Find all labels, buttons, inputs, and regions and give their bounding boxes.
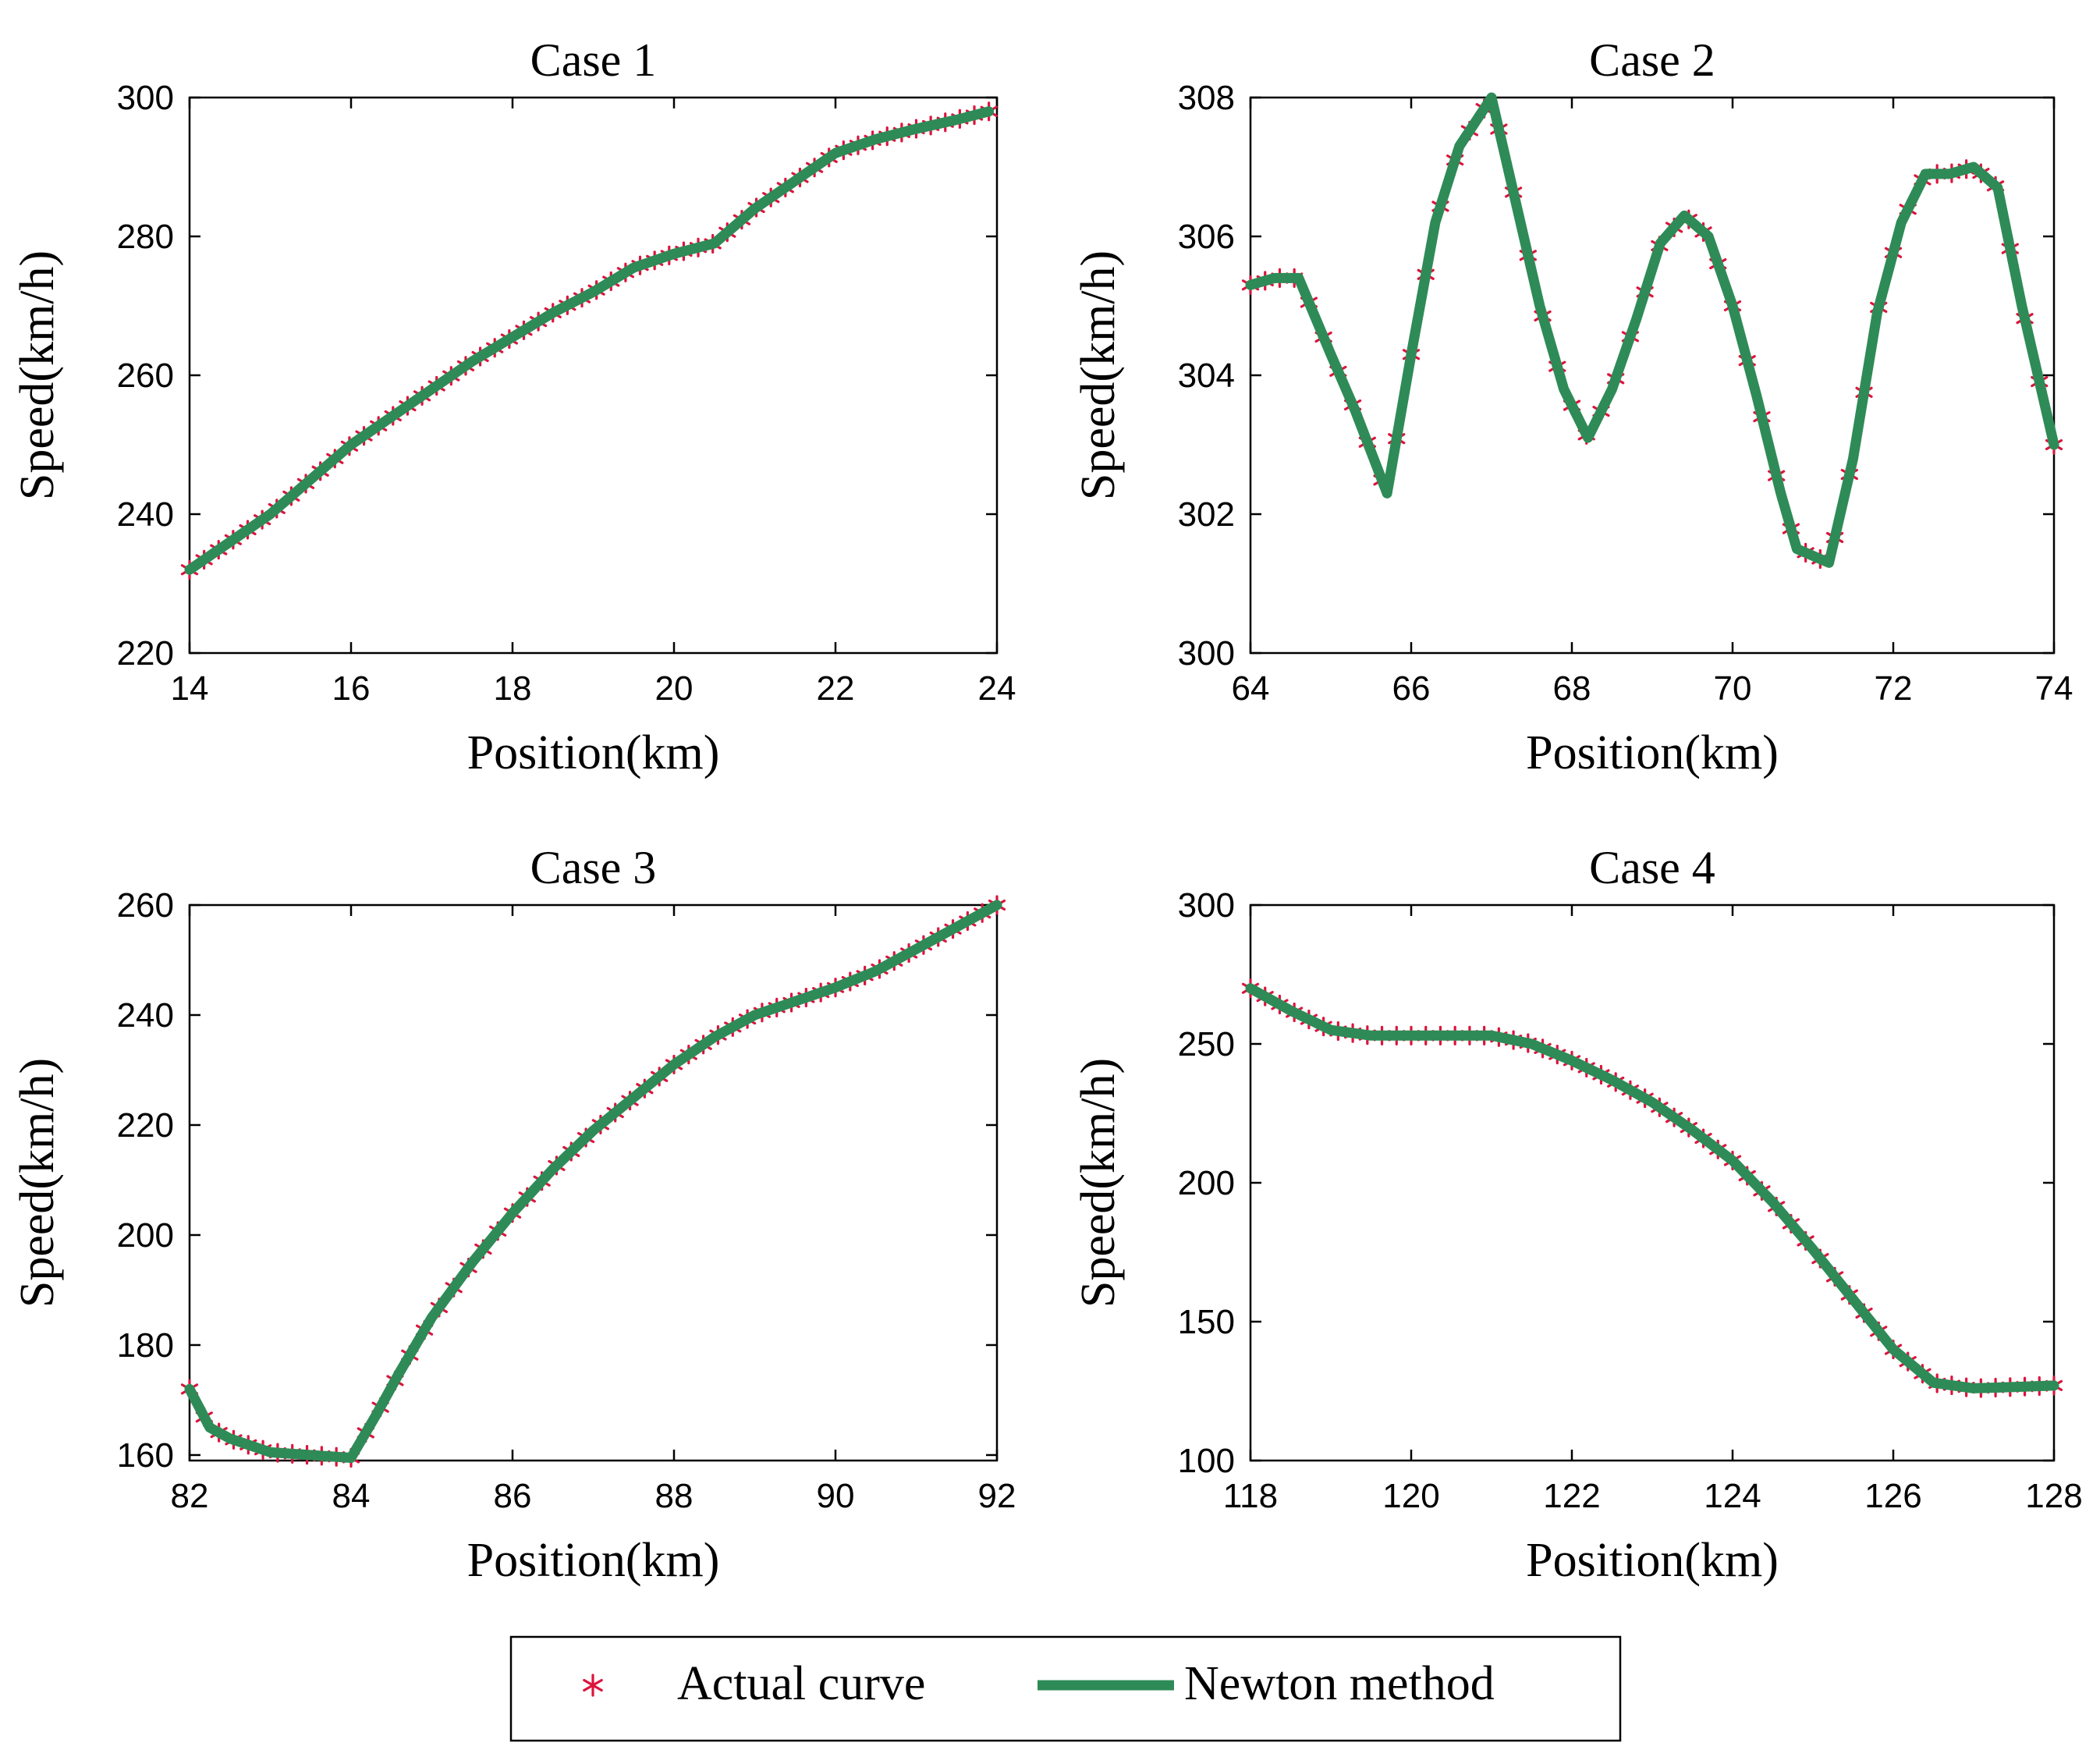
y-tick-label: 200 xyxy=(1178,1164,1235,1202)
y-tick-label: 150 xyxy=(1178,1303,1235,1341)
x-tick-label: 118 xyxy=(1223,1477,1278,1515)
x-tick-label: 82 xyxy=(171,1477,209,1515)
y-tick-label: 220 xyxy=(117,634,174,673)
x-tick-label: 90 xyxy=(817,1477,855,1515)
x-tick-label: 122 xyxy=(1543,1477,1600,1515)
y-axis-label: Speed(km/h) xyxy=(1072,250,1125,500)
x-tick-label: 16 xyxy=(332,669,371,708)
y-tick-label: 280 xyxy=(117,218,174,256)
series-actual-markers xyxy=(180,895,1006,1468)
legend-actual-marker xyxy=(583,1674,603,1697)
y-tick-label: 304 xyxy=(1178,357,1235,395)
y-axis-label: Speed(km/h) xyxy=(1072,1058,1125,1308)
x-axis-label: Position(km) xyxy=(467,726,720,779)
y-tick-label: 240 xyxy=(117,996,174,1035)
y-tick-label: 250 xyxy=(1178,1025,1235,1063)
x-tick-label: 68 xyxy=(1553,669,1591,708)
x-tick-label: 22 xyxy=(817,669,855,708)
x-tick-label: 126 xyxy=(1864,1477,1921,1515)
axes-box xyxy=(1249,96,2056,655)
x-tick-label: 84 xyxy=(332,1477,371,1515)
x-axis-label: Position(km) xyxy=(1526,1534,1779,1587)
y-tick-label: 302 xyxy=(1178,495,1235,534)
axes-box xyxy=(188,96,999,655)
x-tick-label: 88 xyxy=(655,1477,693,1515)
y-tick-label: 200 xyxy=(117,1216,174,1255)
series-newton-line xyxy=(184,900,1002,1463)
series-actual-markers xyxy=(1241,978,2063,1398)
axes-box xyxy=(188,903,999,1462)
y-tick-label: 240 xyxy=(117,495,174,534)
y-axis-label: Speed(km/h) xyxy=(11,1058,64,1308)
y-tick-label: 220 xyxy=(117,1106,174,1145)
chart-title: Case 4 xyxy=(1589,842,1715,893)
chart-panel-2: Case 2 64 66 68 70 72 74 300 302 304 306 308 Positio… xyxy=(1072,34,2073,779)
x-tick-label: 20 xyxy=(655,669,693,708)
y-tick-label: 260 xyxy=(117,886,174,925)
series-newton-line xyxy=(1245,983,2059,1393)
y-axis-label: Speed(km/h) xyxy=(11,250,64,500)
x-tick-label: 64 xyxy=(1232,669,1270,708)
x-tick-label: 14 xyxy=(171,669,209,708)
series-actual-markers xyxy=(180,101,998,580)
x-tick-label: 70 xyxy=(1714,669,1752,708)
x-tick-label: 74 xyxy=(2035,669,2073,708)
chart-panel-1: Case 1 14 16 18 20 22 24 220 240 260 280 300 Positio… xyxy=(11,34,1016,779)
x-tick-label: 24 xyxy=(978,669,1016,708)
series-newton-line xyxy=(184,106,995,575)
legend-star xyxy=(583,1674,603,1697)
chart-title: Case 3 xyxy=(530,842,657,893)
y-tick-label: 180 xyxy=(117,1326,174,1365)
y-tick-label: 300 xyxy=(1178,886,1235,925)
chart-panel-4: Case 4 118 120 122 124 126 128 100 150 200 250 300 P… xyxy=(1072,842,2083,1587)
chart-panel-3: Case 3 82 84 86 88 90 92 160 180 200 220 240 260 Posi… xyxy=(11,842,1016,1587)
x-tick-label: 92 xyxy=(978,1477,1016,1515)
x-tick-label: 120 xyxy=(1382,1477,1439,1515)
y-tick-label: 160 xyxy=(117,1436,174,1475)
y-tick-label: 308 xyxy=(1178,79,1235,117)
x-axis-label: Position(km) xyxy=(1526,726,1779,779)
x-tick-label: 128 xyxy=(2025,1477,2082,1515)
y-tick-label: 306 xyxy=(1178,218,1235,256)
series-newton-line xyxy=(1245,92,2059,568)
x-tick-label: 86 xyxy=(494,1477,532,1515)
legend-newton-label: Newton method xyxy=(1184,1657,1495,1710)
x-tick-label: 72 xyxy=(1875,669,1913,708)
chart-title: Case 1 xyxy=(530,34,657,86)
x-tick-label: 18 xyxy=(494,669,532,708)
y-tick-label: 100 xyxy=(1178,1442,1235,1480)
chart-panels: Case 1 14 16 18 20 22 24 220 240 260 280 300 Positio… xyxy=(11,34,2083,1587)
legend-actual-label: Actual curve xyxy=(677,1657,925,1710)
x-tick-label: 124 xyxy=(1704,1477,1761,1515)
y-tick-label: 300 xyxy=(117,79,174,117)
x-tick-label: 66 xyxy=(1392,669,1431,708)
chart-title: Case 2 xyxy=(1589,34,1715,86)
y-tick-label: 300 xyxy=(1178,634,1235,673)
legend: Actual curve Newton method xyxy=(509,1635,1622,1742)
x-axis-label: Position(km) xyxy=(467,1534,720,1587)
y-tick-label: 260 xyxy=(117,357,174,395)
